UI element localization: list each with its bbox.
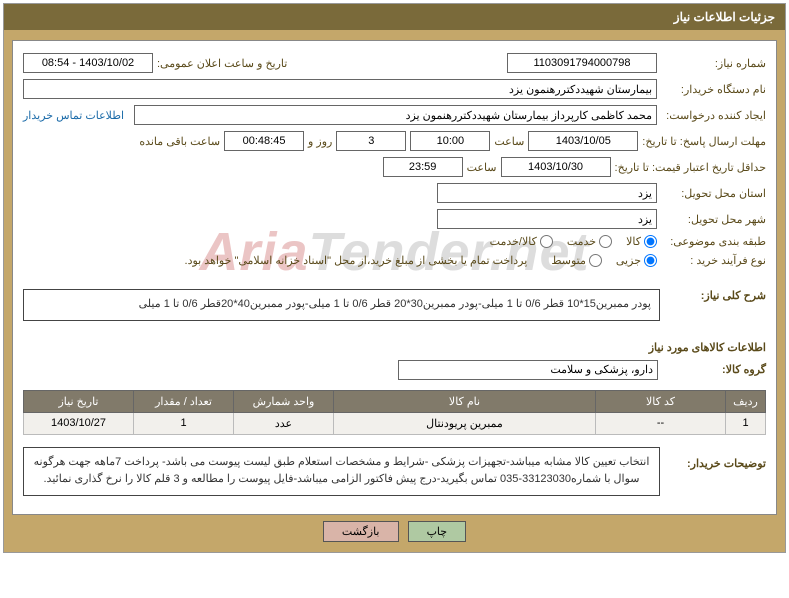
table-cell: عدد: [234, 412, 334, 434]
remaining-label: ساعت باقی مانده: [139, 135, 220, 148]
announce-label: تاریخ و ساعت اعلان عمومی:: [157, 57, 287, 70]
radio-goods-label: کالا: [626, 235, 657, 248]
row-city: شهر محل تحویل:: [23, 209, 766, 229]
radio-both-label: کالا/خدمت: [490, 235, 553, 248]
table-header: ردیف: [726, 390, 766, 412]
requester-label: ایجاد کننده درخواست:: [661, 109, 766, 122]
requester-input[interactable]: [134, 105, 657, 125]
contact-link[interactable]: اطلاعات تماس خریدار: [23, 109, 124, 122]
radio-partial-label: جزیی: [616, 254, 657, 267]
category-label: طبقه بندی موضوعی:: [661, 235, 766, 248]
city-input[interactable]: [437, 209, 657, 229]
table-header: نام کالا: [334, 390, 596, 412]
goods-table: ردیفکد کالانام کالاواحد شمارشتعداد / مقد…: [23, 390, 766, 435]
content-band: AriaTender.net شماره نیاز: تاریخ و ساعت …: [4, 30, 785, 552]
button-bar: چاپ بازگشت: [12, 515, 777, 544]
table-header: تاریخ نیاز: [24, 390, 134, 412]
row-group: گروه کالا:: [23, 360, 766, 380]
row-need-no: شماره نیاز: تاریخ و ساعت اعلان عمومی:: [23, 53, 766, 73]
days-and-label: روز و: [308, 135, 332, 148]
city-label: شهر محل تحویل:: [661, 213, 766, 226]
min-valid-time-input[interactable]: [383, 157, 463, 177]
radio-service[interactable]: [599, 235, 612, 248]
inner-panel: AriaTender.net شماره نیاز: تاریخ و ساعت …: [12, 40, 777, 515]
deadline-date-input[interactable]: [528, 131, 638, 151]
goods-info-title: اطلاعات کالاهای مورد نیاز: [23, 341, 766, 354]
table-header: واحد شمارش: [234, 390, 334, 412]
panel-header: جزئیات اطلاعات نیاز: [4, 4, 785, 30]
radio-medium[interactable]: [589, 254, 602, 267]
summary-box: پودر ممبرین15*10 قطر 0/6 تا 1 میلی-پودر …: [23, 289, 660, 321]
desc-box: انتخاب تعیین کالا مشابه میباشد-تجهیزات پ…: [23, 447, 660, 496]
min-valid-date-input[interactable]: [501, 157, 611, 177]
need-no-input[interactable]: [507, 53, 657, 73]
buyer-org-label: نام دستگاه خریدار:: [661, 83, 766, 96]
group-input[interactable]: [398, 360, 658, 380]
deadline-time-input[interactable]: [410, 131, 490, 151]
radio-both[interactable]: [540, 235, 553, 248]
desc-label: توضیحات خریدار:: [666, 443, 766, 470]
row-province: استان محل تحویل:: [23, 183, 766, 203]
outer-frame: جزئیات اطلاعات نیاز AriaTender.net شماره…: [3, 3, 786, 553]
table-cell: 1: [134, 412, 234, 434]
table-cell: --: [596, 412, 726, 434]
panel-title: جزئیات اطلاعات نیاز: [674, 10, 775, 24]
row-requester: ایجاد کننده درخواست: اطلاعات تماس خریدار: [23, 105, 766, 125]
deadline-label: مهلت ارسال پاسخ: تا تاریخ:: [642, 135, 766, 148]
table-header: کد کالا: [596, 390, 726, 412]
row-summary: شرح کلی نیاز: پودر ممبرین15*10 قطر 0/6 ت…: [23, 285, 766, 331]
remaining-time-input[interactable]: [224, 131, 304, 151]
row-deadline: مهلت ارسال پاسخ: تا تاریخ: ساعت روز و سا…: [23, 131, 766, 151]
table-cell: ممبرین پریودنتال: [334, 412, 596, 434]
need-no-label: شماره نیاز:: [661, 57, 766, 70]
province-label: استان محل تحویل:: [661, 187, 766, 200]
table-cell: 1: [726, 412, 766, 434]
radio-partial[interactable]: [644, 254, 657, 267]
radio-medium-label: متوسط: [551, 254, 602, 267]
print-button[interactable]: چاپ: [408, 521, 467, 542]
buyer-org-input[interactable]: [23, 79, 657, 99]
time-label-1: ساعت: [494, 135, 524, 148]
row-min-valid: حداقل تاریخ اعتبار قیمت: تا تاریخ: ساعت: [23, 157, 766, 177]
category-radios: کالا خدمت کالا/خدمت: [490, 235, 657, 248]
days-input[interactable]: [336, 131, 406, 151]
min-valid-label: حداقل تاریخ اعتبار قیمت: تا تاریخ:: [615, 161, 766, 174]
table-row: 1--ممبرین پریودنتالعدد11403/10/27: [24, 412, 766, 434]
radio-goods[interactable]: [644, 235, 657, 248]
process-radios: جزیی متوسط: [551, 254, 657, 267]
payment-note: پرداخت تمام یا بخشی از مبلغ خرید،از محل …: [185, 254, 528, 267]
table-cell: 1403/10/27: [24, 412, 134, 434]
time-label-2: ساعت: [467, 161, 497, 174]
table-header: تعداد / مقدار: [134, 390, 234, 412]
radio-service-label: خدمت: [567, 235, 612, 248]
summary-label: شرح کلی نیاز:: [666, 285, 766, 302]
row-description: توضیحات خریدار: انتخاب تعیین کالا مشابه …: [23, 443, 766, 506]
row-buyer-org: نام دستگاه خریدار:: [23, 79, 766, 99]
process-label: نوع فرآیند خرید :: [661, 254, 766, 267]
row-process: نوع فرآیند خرید : جزیی متوسط پرداخت تمام…: [23, 254, 766, 267]
group-label: گروه کالا:: [666, 363, 766, 376]
form-content: شماره نیاز: تاریخ و ساعت اعلان عمومی: نا…: [23, 53, 766, 506]
province-input[interactable]: [437, 183, 657, 203]
announce-input[interactable]: [23, 53, 153, 73]
back-button[interactable]: بازگشت: [323, 521, 399, 542]
row-category: طبقه بندی موضوعی: کالا خدمت کالا/خدمت: [23, 235, 766, 248]
